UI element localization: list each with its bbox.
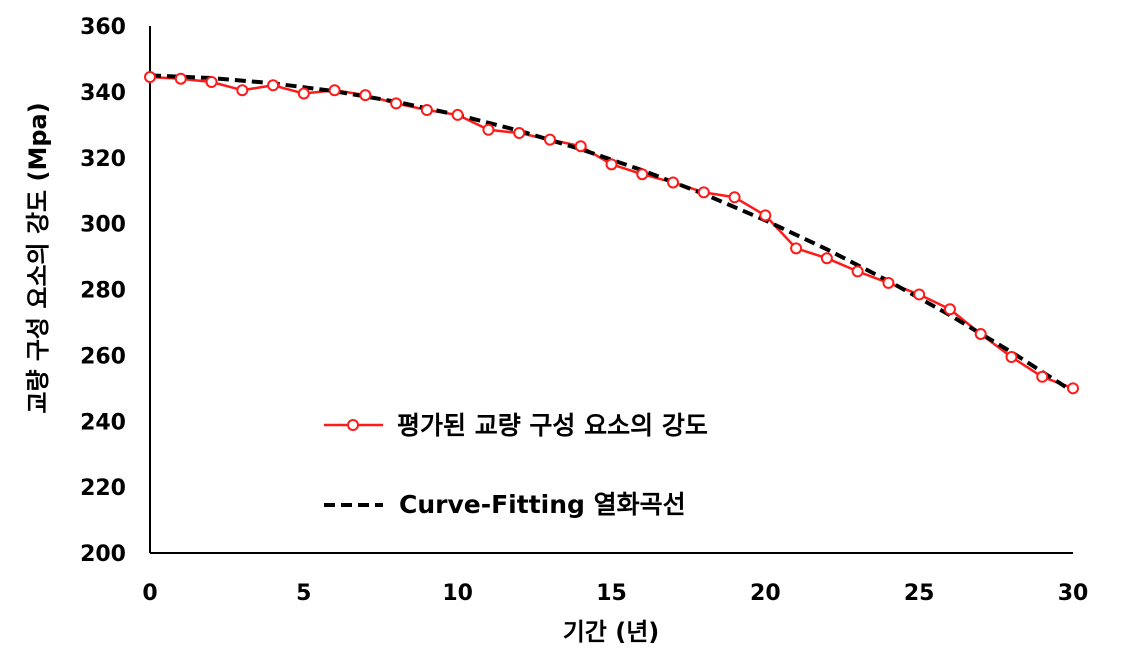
x-tick-label: 25 xyxy=(904,581,935,606)
legend-label-curve-fitting: Curve-Fitting 열화곡선 xyxy=(399,490,686,519)
data-point-assessed-strength xyxy=(543,133,556,146)
x-tick-label: 15 xyxy=(596,581,627,606)
data-point-assessed-strength xyxy=(820,252,833,265)
data-point-assessed-strength xyxy=(420,103,433,116)
legend-label-assessed-strength: 평가된 교량 구성 요소의 강도 xyxy=(397,411,708,440)
x-tick-label: 20 xyxy=(750,581,781,606)
data-point-assessed-strength xyxy=(1067,382,1079,395)
data-point-assessed-strength xyxy=(390,97,403,110)
series-line-assessed-strength xyxy=(149,75,1074,390)
x-tick-label: 5 xyxy=(296,581,311,606)
data-point-assessed-strength xyxy=(759,209,772,222)
y-tick-label: 340 xyxy=(80,81,126,106)
series-layer xyxy=(144,71,1079,395)
data-point-assessed-strength xyxy=(790,242,803,255)
y-tick-label: 280 xyxy=(80,279,126,304)
y-tick-label: 320 xyxy=(80,147,126,172)
data-point-assessed-strength xyxy=(728,191,741,204)
axes xyxy=(149,26,1073,554)
data-point-assessed-strength xyxy=(974,327,987,340)
data-point-assessed-strength xyxy=(574,140,587,153)
data-point-assessed-strength xyxy=(144,71,156,84)
data-point-assessed-strength xyxy=(667,176,680,189)
data-point-assessed-strength xyxy=(1036,370,1049,383)
x-tick-label: 30 xyxy=(1058,581,1089,606)
legend-marker-assessed-strength xyxy=(347,419,359,431)
x-tick-label: 10 xyxy=(442,581,473,606)
data-point-assessed-strength xyxy=(943,303,956,316)
data-point-assessed-strength xyxy=(882,276,895,289)
data-point-assessed-strength xyxy=(174,72,187,85)
y-tick-label: 360 xyxy=(80,15,126,40)
data-point-assessed-strength xyxy=(297,87,310,100)
data-point-assessed-strength xyxy=(236,84,249,97)
y-axis-title: 교량 구성 요소의 강도 (Mpa) xyxy=(24,102,52,413)
data-point-assessed-strength xyxy=(1005,351,1018,364)
legend: 평가된 교량 구성 요소의 강도 Curve-Fitting 열화곡선 xyxy=(324,411,708,519)
y-tick-label: 260 xyxy=(80,344,126,369)
y-tick-label: 300 xyxy=(80,213,126,238)
data-point-assessed-strength xyxy=(451,108,464,121)
data-point-assessed-strength xyxy=(328,84,341,97)
x-tick-labels: 0 5 10 15 20 25 30 xyxy=(142,581,1088,606)
y-tick-label: 200 xyxy=(80,542,126,567)
data-point-assessed-strength xyxy=(851,265,864,278)
data-point-assessed-strength xyxy=(697,186,710,199)
legend-item-assessed-strength: 평가된 교량 구성 요소의 강도 xyxy=(324,411,708,440)
data-point-assessed-strength xyxy=(913,288,926,301)
y-tick-label: 240 xyxy=(80,410,126,435)
data-point-assessed-strength xyxy=(636,168,649,181)
y-tick-label: 220 xyxy=(80,476,126,501)
data-point-assessed-strength xyxy=(482,123,495,136)
data-point-assessed-strength xyxy=(359,89,372,102)
legend-item-curve-fitting: Curve-Fitting 열화곡선 xyxy=(324,490,686,519)
data-point-assessed-strength xyxy=(267,79,280,92)
series-line-curve-fitting xyxy=(149,73,1075,394)
y-tick-labels: 200 220 240 260 280 300 320 340 360 xyxy=(80,15,126,567)
data-point-assessed-strength xyxy=(605,158,618,171)
x-axis-title: 기간 (년) xyxy=(563,618,660,646)
data-point-assessed-strength xyxy=(205,75,218,88)
data-point-assessed-strength xyxy=(513,127,526,140)
x-tick-label: 0 xyxy=(142,581,157,606)
